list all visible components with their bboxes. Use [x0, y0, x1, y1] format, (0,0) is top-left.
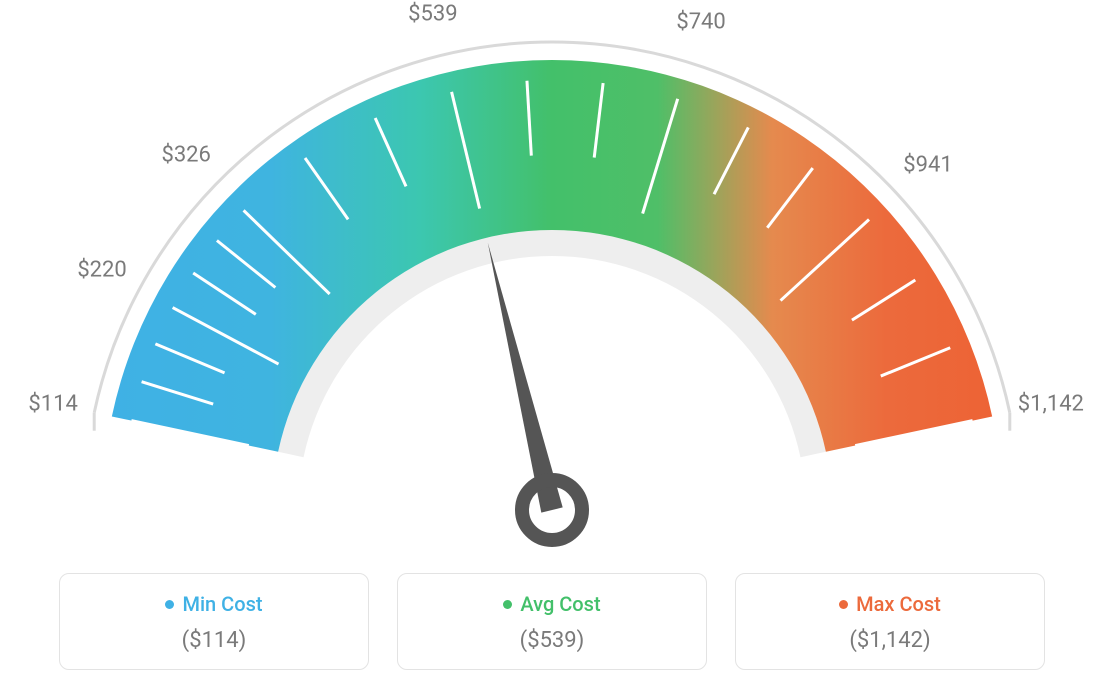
gauge-tick-label: $326 [161, 142, 210, 167]
legend-title-min: Min Cost [165, 592, 262, 616]
gauge-tick-label: $114 [28, 391, 77, 416]
dot-icon [165, 600, 174, 609]
legend-title-text: Avg Cost [520, 592, 600, 616]
gauge-tick-label: $539 [408, 2, 457, 27]
dot-icon [503, 600, 512, 609]
legend-card-max: Max Cost ($1,142) [735, 573, 1045, 670]
legend-title-text: Min Cost [182, 592, 262, 616]
legend-row: Min Cost ($114) Avg Cost ($539) Max Cost… [0, 573, 1104, 670]
legend-title-text: Max Cost [856, 592, 941, 616]
gauge-area: $114 $220 $326 $539 $740 $941 $1,142 [0, 0, 1104, 560]
cost-gauge-chart: $114 $220 $326 $539 $740 $941 $1,142 Min Cost … [0, 0, 1104, 690]
gauge-tick-label: $1,142 [1018, 391, 1084, 416]
gauge-tick-label: $941 [903, 153, 952, 178]
gauge-tick-label: $740 [676, 10, 725, 35]
dot-icon [839, 600, 848, 609]
legend-value-max: ($1,142) [736, 628, 1044, 653]
legend-card-avg: Avg Cost ($539) [397, 573, 707, 670]
legend-title-avg: Avg Cost [503, 592, 600, 616]
legend-value-avg: ($539) [398, 628, 706, 653]
gauge-svg [0, 0, 1104, 560]
legend-card-min: Min Cost ($114) [59, 573, 369, 670]
legend-title-max: Max Cost [839, 592, 941, 616]
gauge-tick-label: $220 [77, 257, 126, 282]
legend-value-min: ($114) [60, 628, 368, 653]
